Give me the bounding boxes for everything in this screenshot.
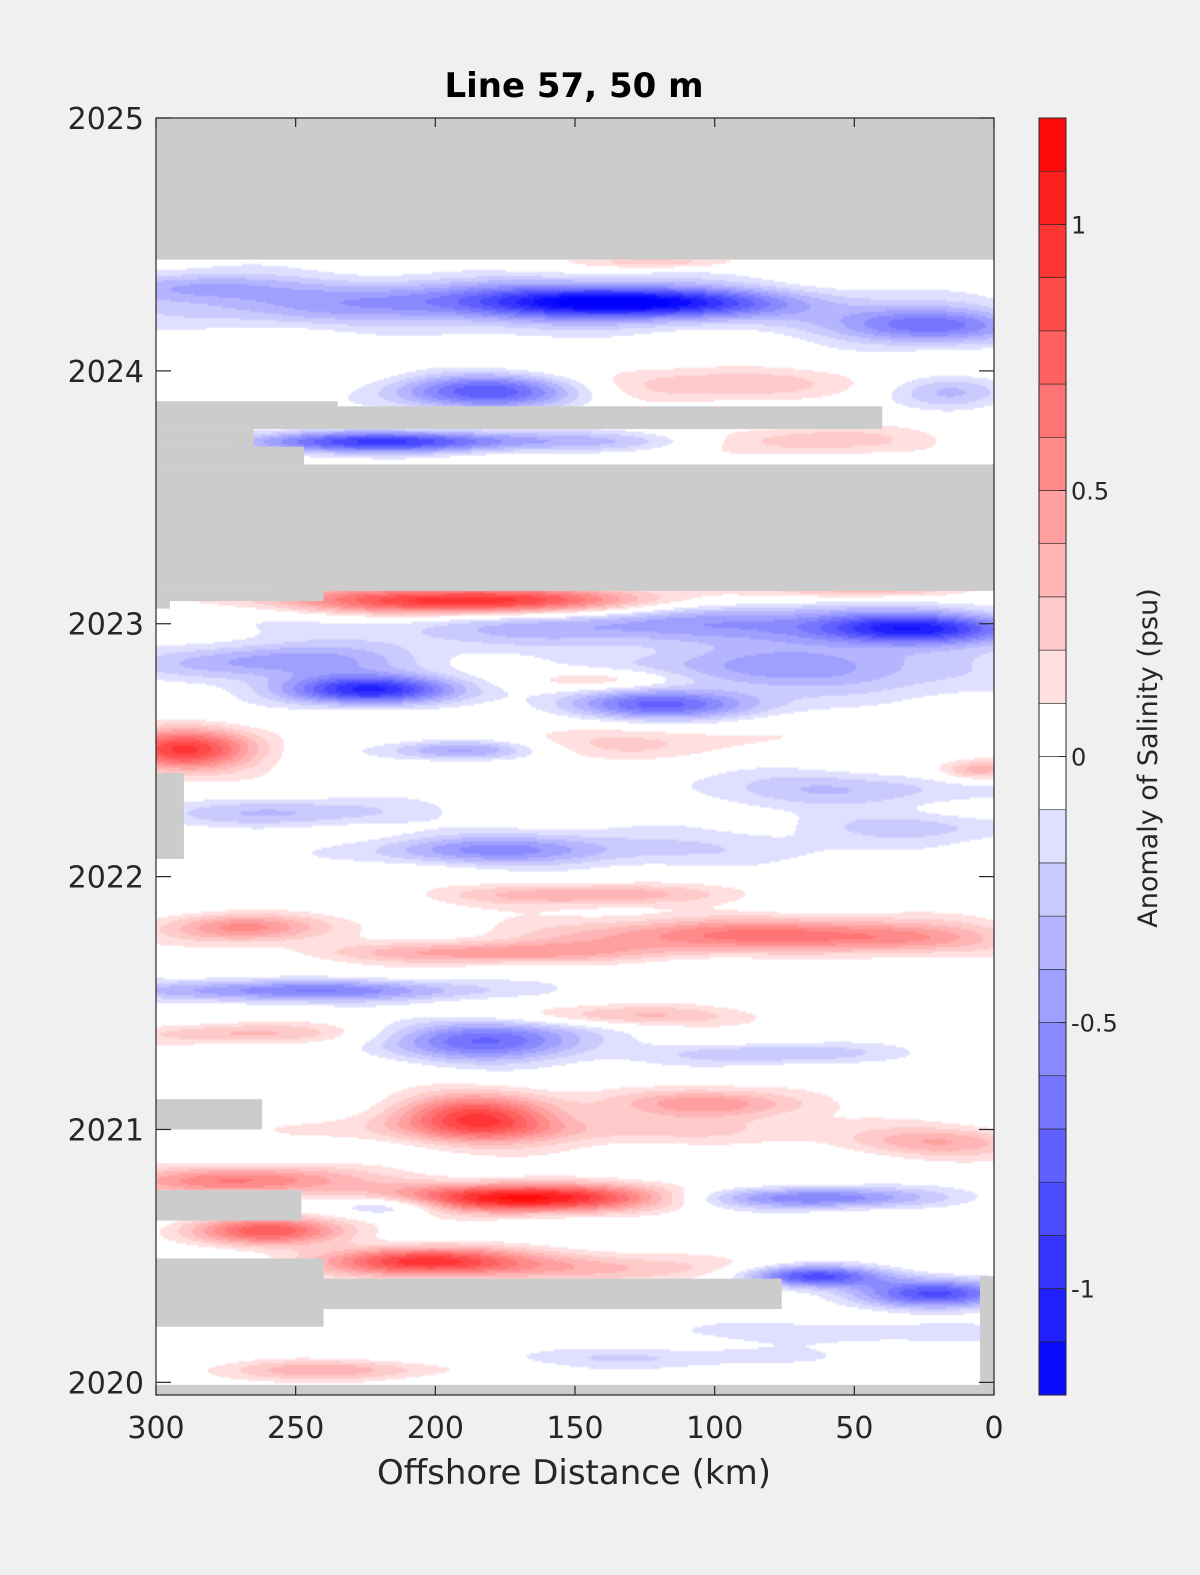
colorbar-bin <box>1038 1128 1067 1183</box>
colorbar-tick-label: 0.5 <box>1071 477 1109 505</box>
y-tick-label: 2025 <box>68 102 144 137</box>
colorbar-bin <box>1038 436 1067 491</box>
colorbar-bin <box>1038 649 1067 704</box>
missing-data-region-8 <box>156 772 184 859</box>
missing-data-region-4 <box>156 446 305 465</box>
colorbar-bin <box>1038 543 1067 598</box>
colorbar-bin <box>1038 862 1067 917</box>
colorbar-bin <box>1038 809 1067 864</box>
missing-data-layer <box>156 118 994 1395</box>
colorbar-tick-label: -0.5 <box>1071 1010 1118 1038</box>
x-tick-label: 50 <box>835 1411 873 1446</box>
colorbar-bin <box>1038 277 1067 332</box>
x-tick-label: 150 <box>546 1411 603 1446</box>
colorbar-bins <box>1038 117 1067 1396</box>
y-tick-label: 2022 <box>68 861 144 896</box>
colorbar-bin <box>1038 490 1067 544</box>
colorbar-bin <box>1038 1181 1067 1236</box>
colorbar-tick-label: 0 <box>1071 744 1086 772</box>
x-tick-label: 200 <box>407 1411 464 1446</box>
colorbar-bin <box>1038 170 1067 225</box>
y-tick-label: 2021 <box>68 1113 144 1148</box>
y-tick-label: 2024 <box>68 355 144 390</box>
missing-data-region-9 <box>156 1099 263 1130</box>
colorbar-ticks: -1 -0.5 0 0.5 1 <box>1059 211 1118 1304</box>
y-tick-label: 2023 <box>68 608 144 643</box>
y-tick-label: 2020 <box>68 1366 144 1401</box>
colorbar-label: Anomaly of Salinity (psu) <box>1133 588 1164 927</box>
colorbar-bin <box>1038 330 1067 385</box>
colorbar-bin <box>1038 1022 1067 1077</box>
colorbar: -1 -0.5 0 0.5 1 Anomaly of Salinity (psu) <box>1038 117 1164 1396</box>
colorbar-bin <box>1038 1075 1067 1130</box>
colorbar-bin <box>1038 117 1067 172</box>
missing-data-region-6 <box>156 590 324 601</box>
x-tick-label: 300 <box>127 1411 184 1446</box>
colorbar-bin <box>1038 756 1067 811</box>
missing-data-region-12 <box>156 1258 324 1327</box>
missing-data-region-2 <box>156 406 883 430</box>
x-axis-label: Offshore Distance (km) <box>377 1453 771 1493</box>
missing-data-region-0 <box>156 118 994 260</box>
missing-data-region-7 <box>156 600 170 609</box>
colorbar-bin <box>1038 702 1067 757</box>
salinity-anomaly-field <box>156 118 994 1395</box>
x-axis: 300 250 200 150 100 50 0 <box>127 118 1004 1446</box>
colorbar-bin <box>1038 969 1067 1023</box>
x-tick-label: 250 <box>267 1411 324 1446</box>
plot-area: 300 250 200 150 100 50 0 202020212022202320242… <box>68 102 1004 1446</box>
chart-title: Line 57, 50 m <box>444 66 703 106</box>
missing-data-region-5 <box>156 464 994 591</box>
colorbar-bin <box>1038 1341 1067 1396</box>
missing-data-region-3 <box>156 429 254 447</box>
colorbar-bin <box>1038 224 1067 278</box>
missing-data-region-10 <box>156 1190 302 1221</box>
x-tick-label: 100 <box>686 1411 743 1446</box>
missing-data-region-13 <box>980 1276 994 1395</box>
colorbar-bin <box>1038 1235 1067 1289</box>
colorbar-bin <box>1038 596 1067 651</box>
colorbar-tick-label: 1 <box>1071 211 1086 239</box>
colorbar-bin <box>1038 383 1067 438</box>
y-axis: 2020 2021 2022 2023 2024 2025 <box>68 102 994 1401</box>
colorbar-bin <box>1038 915 1067 970</box>
x-tick-label: 0 <box>984 1411 1003 1446</box>
colorbar-tick-label: -1 <box>1071 1276 1095 1304</box>
colorbar-bin <box>1038 1288 1067 1343</box>
